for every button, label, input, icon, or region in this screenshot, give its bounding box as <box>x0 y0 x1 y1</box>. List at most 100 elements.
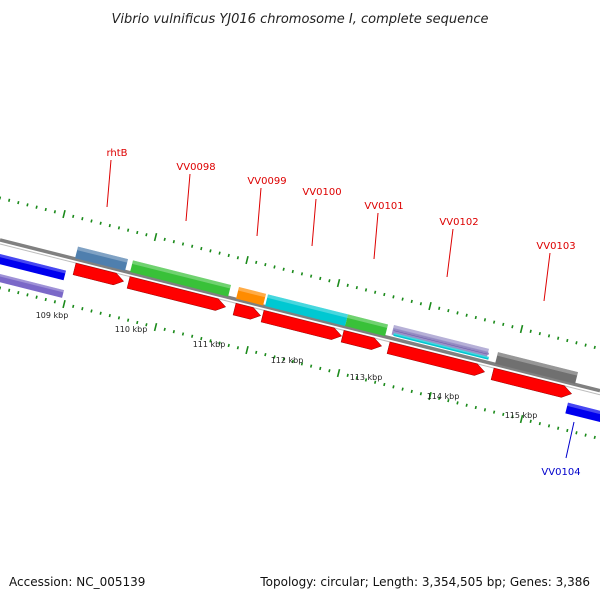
minor-tick <box>282 267 285 271</box>
minor-tick <box>447 398 450 403</box>
minor-tick <box>291 359 294 364</box>
minor-tick <box>200 336 203 341</box>
minor-tick <box>227 343 230 348</box>
gene-bar-vv0099[interactable] <box>236 287 266 306</box>
gene-bar-vv0100-body <box>265 294 348 327</box>
minor-tick <box>255 260 258 265</box>
gene-bar-vv0102-stripe-highlight <box>393 328 489 355</box>
minor-tick <box>0 196 2 200</box>
minor-tick <box>355 285 358 290</box>
cds-arrow-vv0101[interactable] <box>340 330 383 351</box>
leader-line-vv0103 <box>543 252 551 302</box>
gene-bar-vv0100-highlight <box>267 294 348 318</box>
gene-bar-vv0103-highlight <box>497 352 578 376</box>
minor-tick <box>419 392 423 396</box>
minor-tick <box>191 244 194 248</box>
gene-bar-vv0104[interactable] <box>565 402 600 424</box>
major-tick <box>245 255 249 265</box>
minor-tick <box>456 311 459 315</box>
gene-label-vv0099[interactable]: VV0099 <box>247 176 286 187</box>
minor-tick <box>209 249 212 253</box>
major-tick <box>62 210 66 219</box>
minor-tick <box>410 299 413 304</box>
gene-bar-vv0101[interactable] <box>345 314 388 337</box>
minor-tick <box>108 223 111 228</box>
minor-tick <box>401 297 404 301</box>
minor-tick <box>575 341 578 345</box>
minor-tick <box>282 357 285 361</box>
gene-bar-vv0102-cyan[interactable] <box>393 332 489 360</box>
minor-tick <box>538 331 541 336</box>
minor-tick <box>8 198 11 202</box>
minor-tick <box>538 421 541 426</box>
minor-tick <box>191 334 194 338</box>
gene-bar-vv0098[interactable] <box>130 260 231 297</box>
lower-tick-row <box>0 286 596 440</box>
minor-tick <box>172 240 175 244</box>
minor-tick <box>236 256 240 260</box>
minor-tick <box>136 320 139 325</box>
gene-bar-rhtb[interactable] <box>75 246 128 271</box>
gene-label-vv0098[interactable]: VV0098 <box>176 162 215 173</box>
gene-bar-vv0102-stripe[interactable] <box>393 328 489 355</box>
minor-tick <box>401 387 404 391</box>
ruler-label: 112 kbp <box>271 356 304 365</box>
ruler-label: 111 kbp <box>193 340 226 349</box>
gene-bar-rhtb-highlight <box>77 246 128 263</box>
major-tick <box>336 368 341 378</box>
minor-tick <box>117 226 121 230</box>
minor-tick <box>264 353 267 357</box>
minor-tick <box>374 380 377 384</box>
minor-tick <box>364 378 368 382</box>
purple-feature[interactable] <box>0 268 65 298</box>
minor-tick <box>383 292 386 297</box>
minor-tick <box>72 214 75 219</box>
gene-label-rhtb[interactable]: rhtB <box>106 148 127 159</box>
minor-tick <box>126 228 130 232</box>
minor-tick <box>566 338 569 343</box>
minor-tick <box>218 341 221 345</box>
minor-tick <box>72 304 75 309</box>
major-tick <box>245 345 249 355</box>
gene-bar-vv0100[interactable] <box>265 294 348 327</box>
minor-tick <box>392 295 395 299</box>
cds-arrow-vv0098[interactable] <box>126 276 227 313</box>
gene-label-vv0101[interactable]: VV0101 <box>364 201 403 212</box>
gene-label-vv0100[interactable]: VV0100 <box>302 187 341 198</box>
cds-arrow-vv0103[interactable] <box>490 367 573 399</box>
minor-tick <box>26 203 29 207</box>
minor-tick <box>438 396 441 400</box>
minor-tick <box>492 410 496 414</box>
minor-tick <box>474 405 477 410</box>
minor-tick <box>465 403 468 407</box>
gene-label-vv0102[interactable]: VV0102 <box>439 217 478 228</box>
minor-tick <box>438 306 441 310</box>
leader-line-vv0099 <box>256 187 262 237</box>
upper-tick-row <box>0 196 596 350</box>
major-tick <box>336 278 341 288</box>
gene-label-vv0104[interactable]: VV0104 <box>541 467 580 478</box>
cds-arrow-vv0100[interactable] <box>260 310 343 341</box>
summary-text: Topology: circular; Length: 3,354,505 bp… <box>259 575 590 589</box>
map-title: Vibrio vulnificus YJ016 chromosome I, co… <box>111 12 488 27</box>
gene-bar-vv0103[interactable] <box>495 352 578 384</box>
minor-tick <box>8 288 11 292</box>
minor-tick <box>236 346 240 350</box>
minor-tick <box>300 272 304 276</box>
blue-feature[interactable] <box>0 248 66 281</box>
cds-arrow-vv0099[interactable] <box>232 302 262 321</box>
cds-arrow-vv0102[interactable] <box>386 341 486 378</box>
minor-tick <box>17 290 20 295</box>
minor-tick <box>319 276 322 281</box>
minor-tick <box>566 428 569 433</box>
minor-tick <box>0 286 2 290</box>
minor-tick <box>255 350 258 355</box>
minor-tick <box>99 221 102 225</box>
gene-bar-vv0102-cyan-highlight <box>393 332 489 359</box>
purple-feature-highlight <box>0 268 65 293</box>
minor-tick <box>584 343 587 347</box>
cds-arrow-rhtb[interactable] <box>72 262 125 287</box>
minor-tick <box>593 345 596 350</box>
gene-label-vv0103[interactable]: VV0103 <box>536 241 575 252</box>
minor-tick <box>465 313 468 317</box>
